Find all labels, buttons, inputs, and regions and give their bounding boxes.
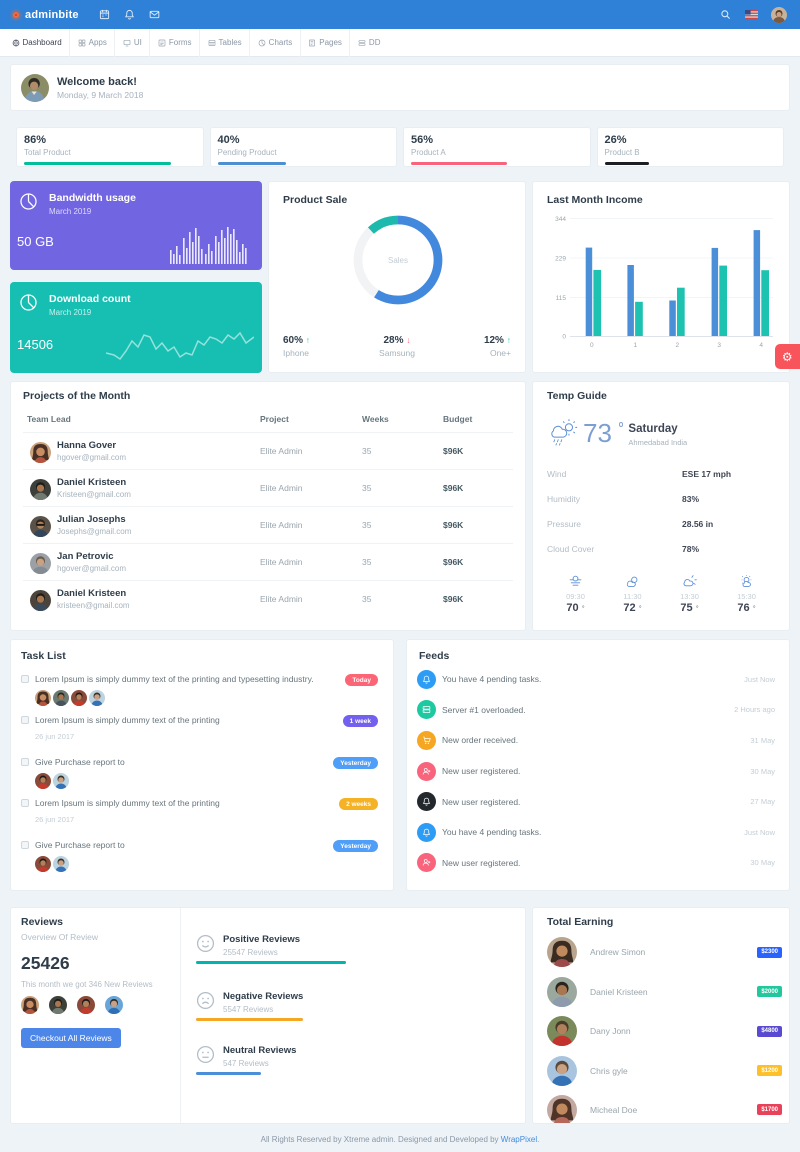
svg-text:1: 1 [633,342,637,349]
svg-text:229: 229 [555,256,566,263]
svg-text:2: 2 [675,342,679,349]
svg-text:Sales: Sales [388,256,408,265]
svg-text:3: 3 [717,342,721,349]
svg-text:0: 0 [590,342,594,349]
svg-text:344: 344 [555,216,566,223]
svg-text:115: 115 [556,295,567,302]
svg-text:0: 0 [562,334,566,341]
svg-text:4: 4 [759,342,763,349]
